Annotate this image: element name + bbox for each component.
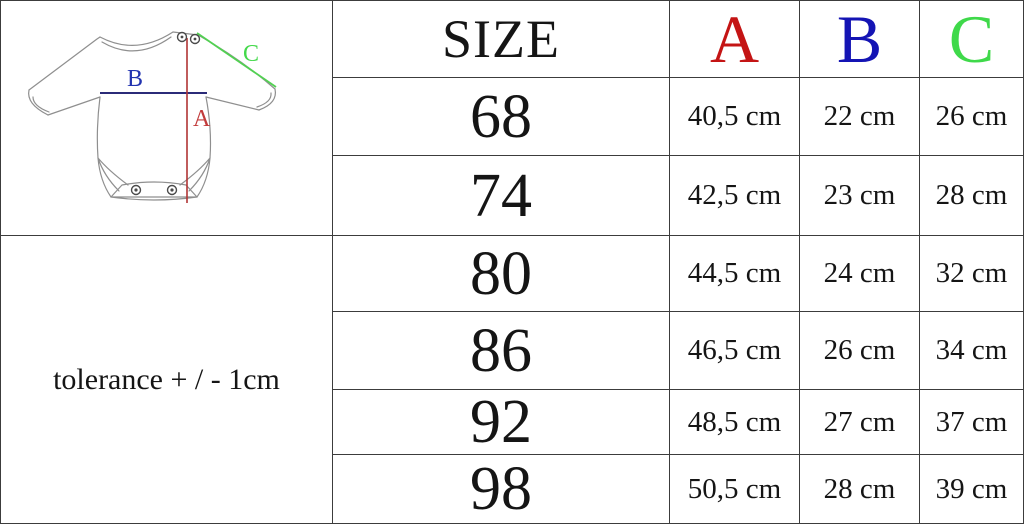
measurement-a: 46,5 cm [687,334,782,366]
size-value: 98 [470,455,532,523]
measurement-a: 42,5 cm [687,179,782,211]
size-value: 74 [470,161,532,230]
table-cell-b: 27 cm [800,390,920,455]
table-row-size: 86 [333,312,670,390]
crotch-snap-dot-icon [170,188,174,192]
measurement-b: 24 cm [823,257,896,289]
size-value: 86 [470,316,532,385]
measurement-c: 39 cm [935,472,1008,505]
table-cell-b: 26 cm [800,312,920,390]
measurement-a: 40,5 cm [687,100,782,132]
header-col-b: B [800,1,920,78]
header-c-label: C [948,1,995,77]
size-value: 92 [470,390,532,455]
table-cell-b: 24 cm [800,236,920,312]
table-row-size: 98 [333,455,670,523]
measurement-c: 26 cm [935,100,1008,132]
table-cell-c: 37 cm [920,390,1023,455]
header-col-a: A [670,1,800,78]
bodysuit-left-side [96,96,101,159]
measurement-c: 34 cm [935,334,1008,366]
header-size-label: SIZE [442,9,560,69]
bodysuit-left-cuff-inner [32,96,50,113]
table-cell-a: 48,5 cm [670,390,800,455]
table-cell-b: 22 cm [800,78,920,156]
tolerance-text: tolerance + / - 1cm [53,362,280,396]
measurement-c: 32 cm [935,257,1008,289]
table-cell-c: 34 cm [920,312,1023,390]
measurement-b: 26 cm [823,334,896,366]
table-cell-a: 44,5 cm [670,236,800,312]
size-value: 68 [470,82,532,151]
table-cell-c: 28 cm [920,156,1023,236]
table-cell-a: 46,5 cm [670,312,800,390]
measurement-b: 28 cm [823,472,896,505]
table-cell-b: 28 cm [800,455,920,523]
header-a-label: A [709,1,760,77]
bodysuit-left-sleeve-under [47,96,101,116]
bodysuit-crotch-band [110,181,198,201]
table-cell-c: 32 cm [920,236,1023,312]
tolerance-note: tolerance + / - 1cm [1,236,333,523]
table-cell-c: 39 cm [920,455,1023,523]
bodysuit-diagram-cell: B A C [1,1,333,236]
table-cell-a: 40,5 cm [670,78,800,156]
measurement-b: 23 cm [823,179,896,211]
table-cell-c: 26 cm [920,78,1023,156]
table-row-size: 74 [333,156,670,236]
bodysuit-right-cuff [258,88,277,111]
measurement-b: 22 cm [823,100,896,132]
crotch-snap-dot-icon [134,188,138,192]
bodysuit-left-leg-curves [97,157,129,198]
header-col-c: C [920,1,1023,78]
measurement-c: 37 cm [935,405,1008,438]
bodysuit-left-sleeve-top [28,36,101,91]
measure-line-c [196,32,277,88]
measure-label-b: B [127,66,143,92]
table-cell-b: 23 cm [800,156,920,236]
bodysuit-neckline [99,31,174,46]
table-row-size: 80 [333,236,670,312]
measurement-a: 50,5 cm [687,472,782,505]
bodysuit-left-cuff [28,89,49,116]
header-b-label: B [836,1,883,77]
bodysuit-right-leg-curves [179,157,211,198]
measurement-a: 44,5 cm [687,257,782,289]
measure-label-a: A [193,106,211,132]
bodysuit-neckline-inner [101,36,172,52]
bodysuit-right-cuff-inner [256,92,272,108]
header-size: SIZE [333,1,670,78]
measure-label-c: C [243,41,259,67]
bodysuit-diagram: B A C [28,31,277,203]
bodysuit-right-sleeve-under [205,96,260,111]
shoulder-snap-dot-icon [180,35,184,39]
table-cell-a: 50,5 cm [670,455,800,523]
table-cell-a: 42,5 cm [670,156,800,236]
measurement-c: 28 cm [935,179,1008,211]
measurement-b: 27 cm [823,405,896,438]
table-row-size: 68 [333,78,670,156]
shoulder-snap-dot-icon [193,37,197,41]
bodysuit-right-side [205,96,212,159]
size-value: 80 [470,239,532,308]
measurement-a: 48,5 cm [687,405,782,438]
bodysuit-right-sleeve-top [197,34,276,90]
table-row-size: 92 [333,390,670,455]
